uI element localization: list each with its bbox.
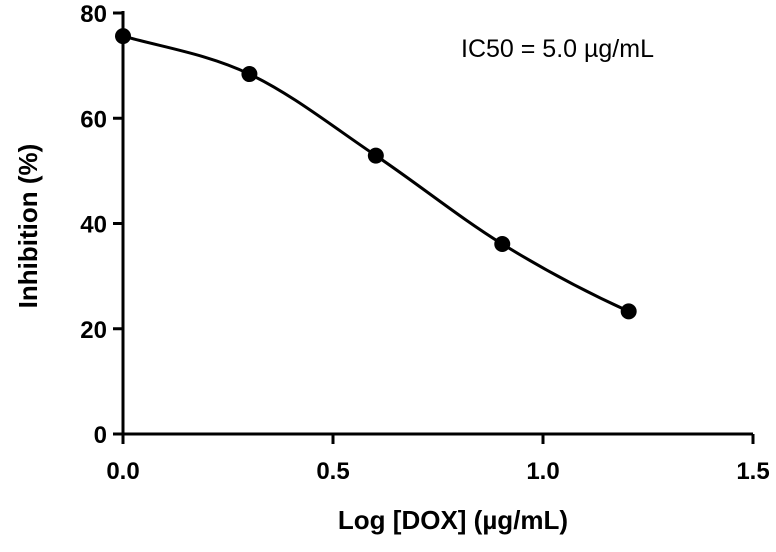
x-tick-label: 0.0 (106, 458, 139, 485)
data-points (115, 28, 637, 320)
y-tick-label: 80 (80, 1, 107, 28)
y-tick-label: 20 (80, 317, 107, 344)
y-tick-label: 60 (80, 106, 107, 133)
fit-curve (122, 34, 630, 313)
data-point (115, 28, 131, 45)
y-tick-label: 0 (94, 422, 107, 449)
y-axis-title: Inhibition (%) (13, 144, 43, 309)
ic50-annotation: IC50 = 5.0 µg/mL (461, 35, 654, 63)
x-tick-label: 1.5 (736, 458, 769, 485)
y-tick-label: 40 (80, 212, 107, 239)
axes: 0 20 40 60 80 0.0 0.5 1.0 1.5 (80, 1, 769, 485)
x-tick-label: 1.0 (526, 458, 559, 485)
x-tick-label: 0.5 (316, 458, 349, 485)
data-point (620, 303, 637, 320)
data-point (367, 147, 384, 164)
data-point (241, 66, 258, 83)
x-axis-title: Log [DOX] (µg/mL) (338, 505, 568, 535)
data-point (494, 236, 511, 253)
